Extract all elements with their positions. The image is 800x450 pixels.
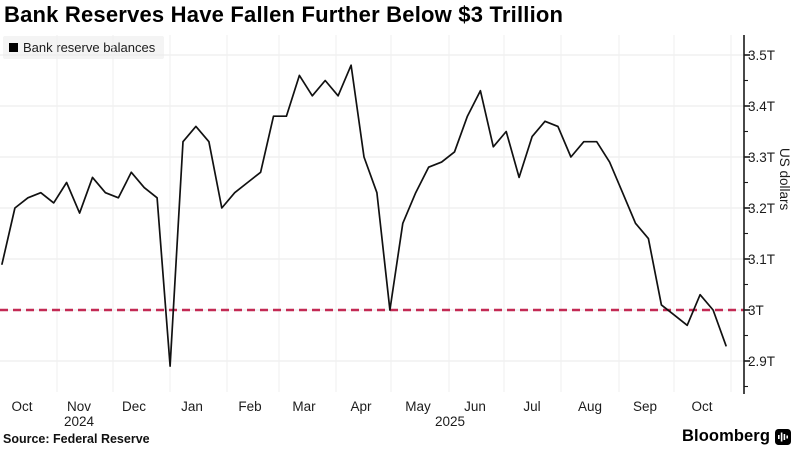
x-tick-label: Oct	[691, 399, 713, 414]
x-tick-label: Oct	[11, 399, 33, 414]
x-tick-label: Sep	[632, 399, 658, 414]
y-tick-label: 2.9T	[748, 353, 776, 369]
y-tick-label: 3.3T	[748, 149, 776, 165]
x-year-label: 2024	[63, 414, 95, 429]
y-tick-label: 3T	[748, 302, 764, 318]
bloomberg-wordmark: Bloomberg	[682, 427, 770, 445]
reserve-balances-line	[1, 64, 727, 367]
bloomberg-brand: Bloomberg	[682, 427, 791, 446]
x-tick-label: Feb	[238, 399, 262, 414]
y-tick-label: 3.1T	[748, 251, 776, 267]
source-note: Source: Federal Reserve	[3, 432, 150, 446]
x-tick-label: Apr	[350, 399, 372, 414]
x-tick-label: Dec	[121, 399, 146, 414]
x-year-label: 2025	[434, 414, 466, 429]
x-tick-label: Jan	[181, 399, 203, 414]
x-tick-label: Aug	[577, 399, 603, 414]
y-tick-label: 3.2T	[748, 200, 776, 216]
y-tick-label: 3.4T	[748, 98, 776, 114]
legend: Bank reserve balances	[3, 36, 165, 59]
y-tick-label: 3.5T	[748, 47, 776, 63]
legend-label: Bank reserve balances	[23, 40, 156, 55]
bloomberg-pulse-icon	[775, 428, 791, 445]
x-tick-label: Nov	[66, 399, 91, 414]
x-tick-label: Mar	[292, 399, 316, 414]
x-tick-label: Jun	[464, 399, 486, 414]
x-tick-label: May	[405, 399, 431, 414]
x-tick-label: Jul	[523, 399, 541, 414]
y-axis-title: US dollars	[777, 148, 792, 211]
chart-title: Bank Reserves Have Fallen Further Below …	[4, 2, 564, 27]
legend-swatch-icon	[9, 43, 18, 52]
